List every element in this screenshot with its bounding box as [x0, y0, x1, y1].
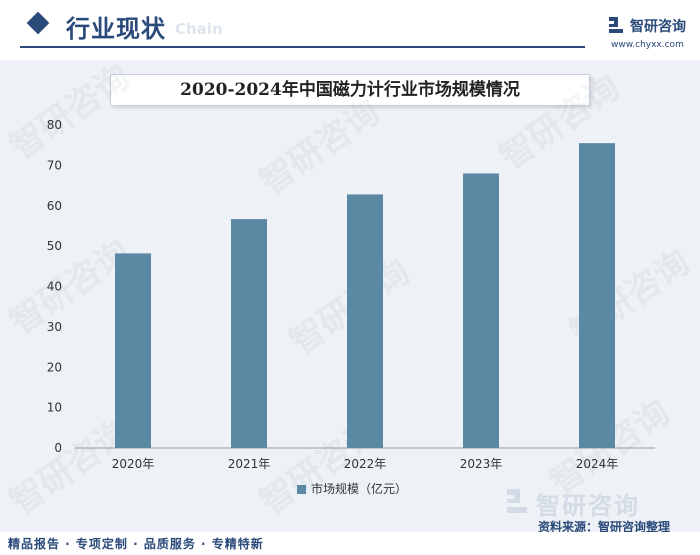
y-tick-label: 20 — [47, 360, 62, 374]
chart-title-box: 2020-2024年中国磁力计行业市场规模情况 — [110, 74, 590, 106]
section-title: 行业现状 — [66, 15, 166, 43]
bar — [347, 194, 383, 448]
y-tick-label: 80 — [47, 118, 62, 132]
x-tick-label: 2022年 — [344, 457, 387, 471]
legend-swatch — [297, 485, 306, 494]
section-subtitle: Chain — [175, 20, 223, 38]
y-tick-label: 0 — [54, 441, 62, 455]
bar — [115, 253, 151, 448]
source-note: 资料来源：智研咨询整理 — [538, 520, 671, 534]
bar — [579, 143, 615, 448]
y-tick-label: 60 — [47, 199, 62, 213]
footer: 精品报告 · 专项定制 · 品质服务 · 专精特新 — [0, 532, 700, 555]
y-tick-label: 50 — [47, 239, 62, 253]
x-tick-label: 2021年 — [228, 457, 271, 471]
y-tick-label: 10 — [47, 401, 62, 415]
y-tick-label: 30 — [47, 320, 62, 334]
header-divider — [20, 46, 585, 48]
y-tick-label: 40 — [47, 280, 62, 294]
x-tick-label: 2020年 — [112, 457, 155, 471]
x-tick-label: 2024年 — [576, 457, 619, 471]
brand-mark-icon — [609, 17, 623, 33]
bar — [231, 219, 267, 448]
header: 行业现状 Chain 智研咨询 www.chyxx.com — [0, 0, 700, 52]
legend-label: 市场规模（亿元） — [311, 481, 407, 496]
source-logo-icon — [507, 489, 527, 513]
source-brand: 智研咨询 — [536, 492, 640, 520]
bar — [463, 173, 499, 448]
x-tick-label: 2023年 — [460, 457, 503, 471]
footer-services: 精品报告 · 专项定制 · 品质服务 · 专精特新 — [8, 537, 264, 551]
brand-name: 智研咨询 — [630, 19, 686, 35]
y-tick-label: 70 — [47, 158, 62, 172]
brand-url[interactable]: www.chyxx.com — [611, 40, 684, 50]
chart-title: 2020-2024年中国磁力计行业市场规模情况 — [180, 80, 520, 100]
